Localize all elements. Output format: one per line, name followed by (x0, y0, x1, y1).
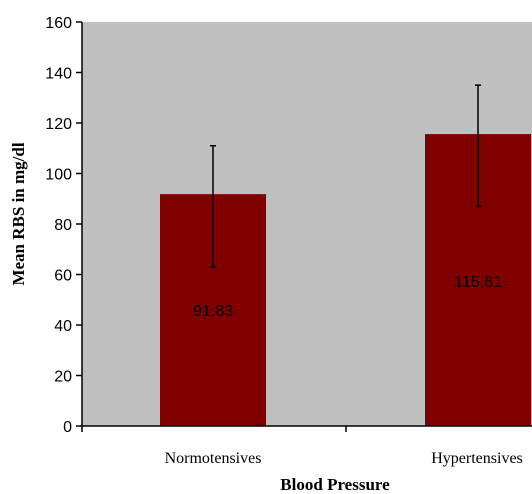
y-tick-label: 80 (54, 217, 72, 234)
error-bar (475, 84, 481, 208)
error-bar (210, 144, 216, 268)
y-tick-label: 140 (45, 66, 72, 83)
data-labels-layer: 91.83 115.61 (193, 274, 502, 320)
y-tick-label: 60 (54, 268, 72, 285)
data-label: 115.61 (454, 274, 502, 291)
y-tick-label: 100 (45, 167, 72, 184)
x-axis-title: Blood Pressure (280, 475, 390, 494)
y-tick-label: 160 (45, 15, 72, 32)
y-tick-label: 120 (45, 116, 72, 133)
y-tick-label: 40 (54, 318, 72, 335)
y-tick-label: 20 (54, 369, 72, 386)
x-tick-label: Normotensives (165, 450, 262, 467)
x-tick-label: Hypertensives (431, 450, 523, 467)
y-tick-label: 0 (63, 419, 72, 436)
error-bars-layer (210, 84, 481, 268)
y-ticks-layer: 0 20 40 60 80 100 120 140 160 (45, 15, 82, 436)
data-label: 91.83 (193, 303, 233, 320)
x-ticks-layer: Normotensives Hypertensives (81, 426, 523, 467)
y-axis-title: Mean RBS in mg/dl (9, 142, 28, 285)
